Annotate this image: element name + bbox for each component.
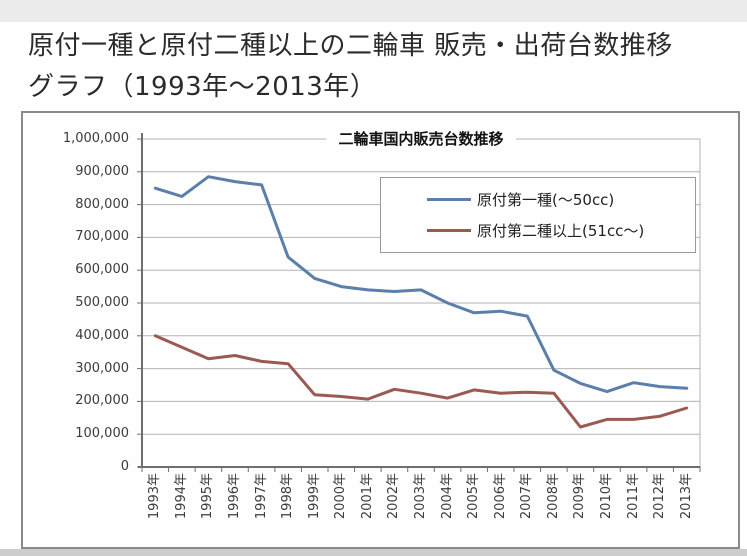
x-tick-label: 2012年: [652, 473, 668, 520]
y-tick-label: 400,000: [75, 327, 129, 343]
y-tick-label: 200,000: [75, 393, 129, 409]
x-tick-label: 2003年: [413, 473, 428, 520]
legend-item-series2: 原付第二種以上(51cc～): [427, 220, 695, 241]
x-tick-label: 1998年: [280, 473, 296, 520]
x-tick-label: 2011年: [625, 473, 641, 520]
page-title-line2: グラフ（1993年〜2013年）: [28, 72, 377, 102]
series-line-2: [153, 334, 689, 429]
x-tick-label: 2002年: [386, 473, 402, 520]
y-tick-label: 300,000: [75, 360, 129, 376]
y-tick-label: 0: [120, 459, 129, 474]
series-line-1: [153, 175, 689, 394]
legend-label-series2: 原付第二種以上(51cc～): [477, 222, 645, 241]
y-tick-label: 900,000: [75, 163, 129, 179]
x-tick-label: 2001年: [359, 473, 375, 520]
bottom-strip: [0, 549, 747, 556]
series2-line-swatch: [427, 229, 471, 233]
x-tick-label: 1997年: [253, 473, 269, 520]
top-strip: [0, 0, 747, 22]
page-title-line1: 原付一種と原付二種以上の二輪車 販売・出荷台数推移: [28, 31, 673, 61]
x-tick-label: 2007年: [519, 473, 535, 520]
y-tick-label: 800,000: [75, 196, 129, 212]
x-tick-label: 2005年: [466, 473, 482, 520]
x-tick-label: 1995年: [200, 473, 216, 520]
y-tick-label: 1,000,000: [62, 131, 129, 146]
y-tick-label: 500,000: [75, 295, 129, 310]
page-title: 原付一種と原付二種以上の二輪車 販売・出荷台数推移 グラフ（1993年〜2013…: [28, 26, 728, 108]
legend-label-series1: 原付第一種(～50cc): [477, 190, 615, 209]
x-tick-label: 2010年: [599, 473, 614, 520]
chart-plot-area: 二輪車国内販売台数推移 原付第一種(～50cc) 原付第二種以上(51cc～) …: [23, 113, 738, 547]
plot-svg: [137, 133, 701, 472]
x-tick-label: 1994年: [173, 473, 189, 520]
x-tick-label: 2009年: [572, 473, 588, 520]
chart: 二輪車国内販売台数推移 原付第一種(～50cc) 原付第二種以上(51cc～) …: [21, 111, 740, 549]
x-tick-label: 1999年: [306, 473, 322, 520]
legend: 原付第一種(～50cc) 原付第二種以上(51cc～): [380, 177, 696, 253]
x-tick-label: 1996年: [227, 473, 242, 520]
x-tick-label: 2013年: [678, 473, 694, 520]
y-tick-label: 700,000: [75, 229, 129, 245]
x-tick-label: 1993年: [147, 473, 163, 520]
x-tick-label: 2004年: [439, 473, 455, 520]
y-tick-label: 100,000: [75, 426, 129, 442]
y-tick-label: 600,000: [75, 262, 129, 278]
x-tick-label: 2000年: [333, 473, 349, 520]
series1-line-swatch: [427, 197, 471, 201]
x-tick-label: 2006年: [492, 473, 508, 520]
x-tick-label: 2008年: [545, 473, 561, 520]
legend-item-series1: 原付第一種(～50cc): [427, 189, 695, 210]
